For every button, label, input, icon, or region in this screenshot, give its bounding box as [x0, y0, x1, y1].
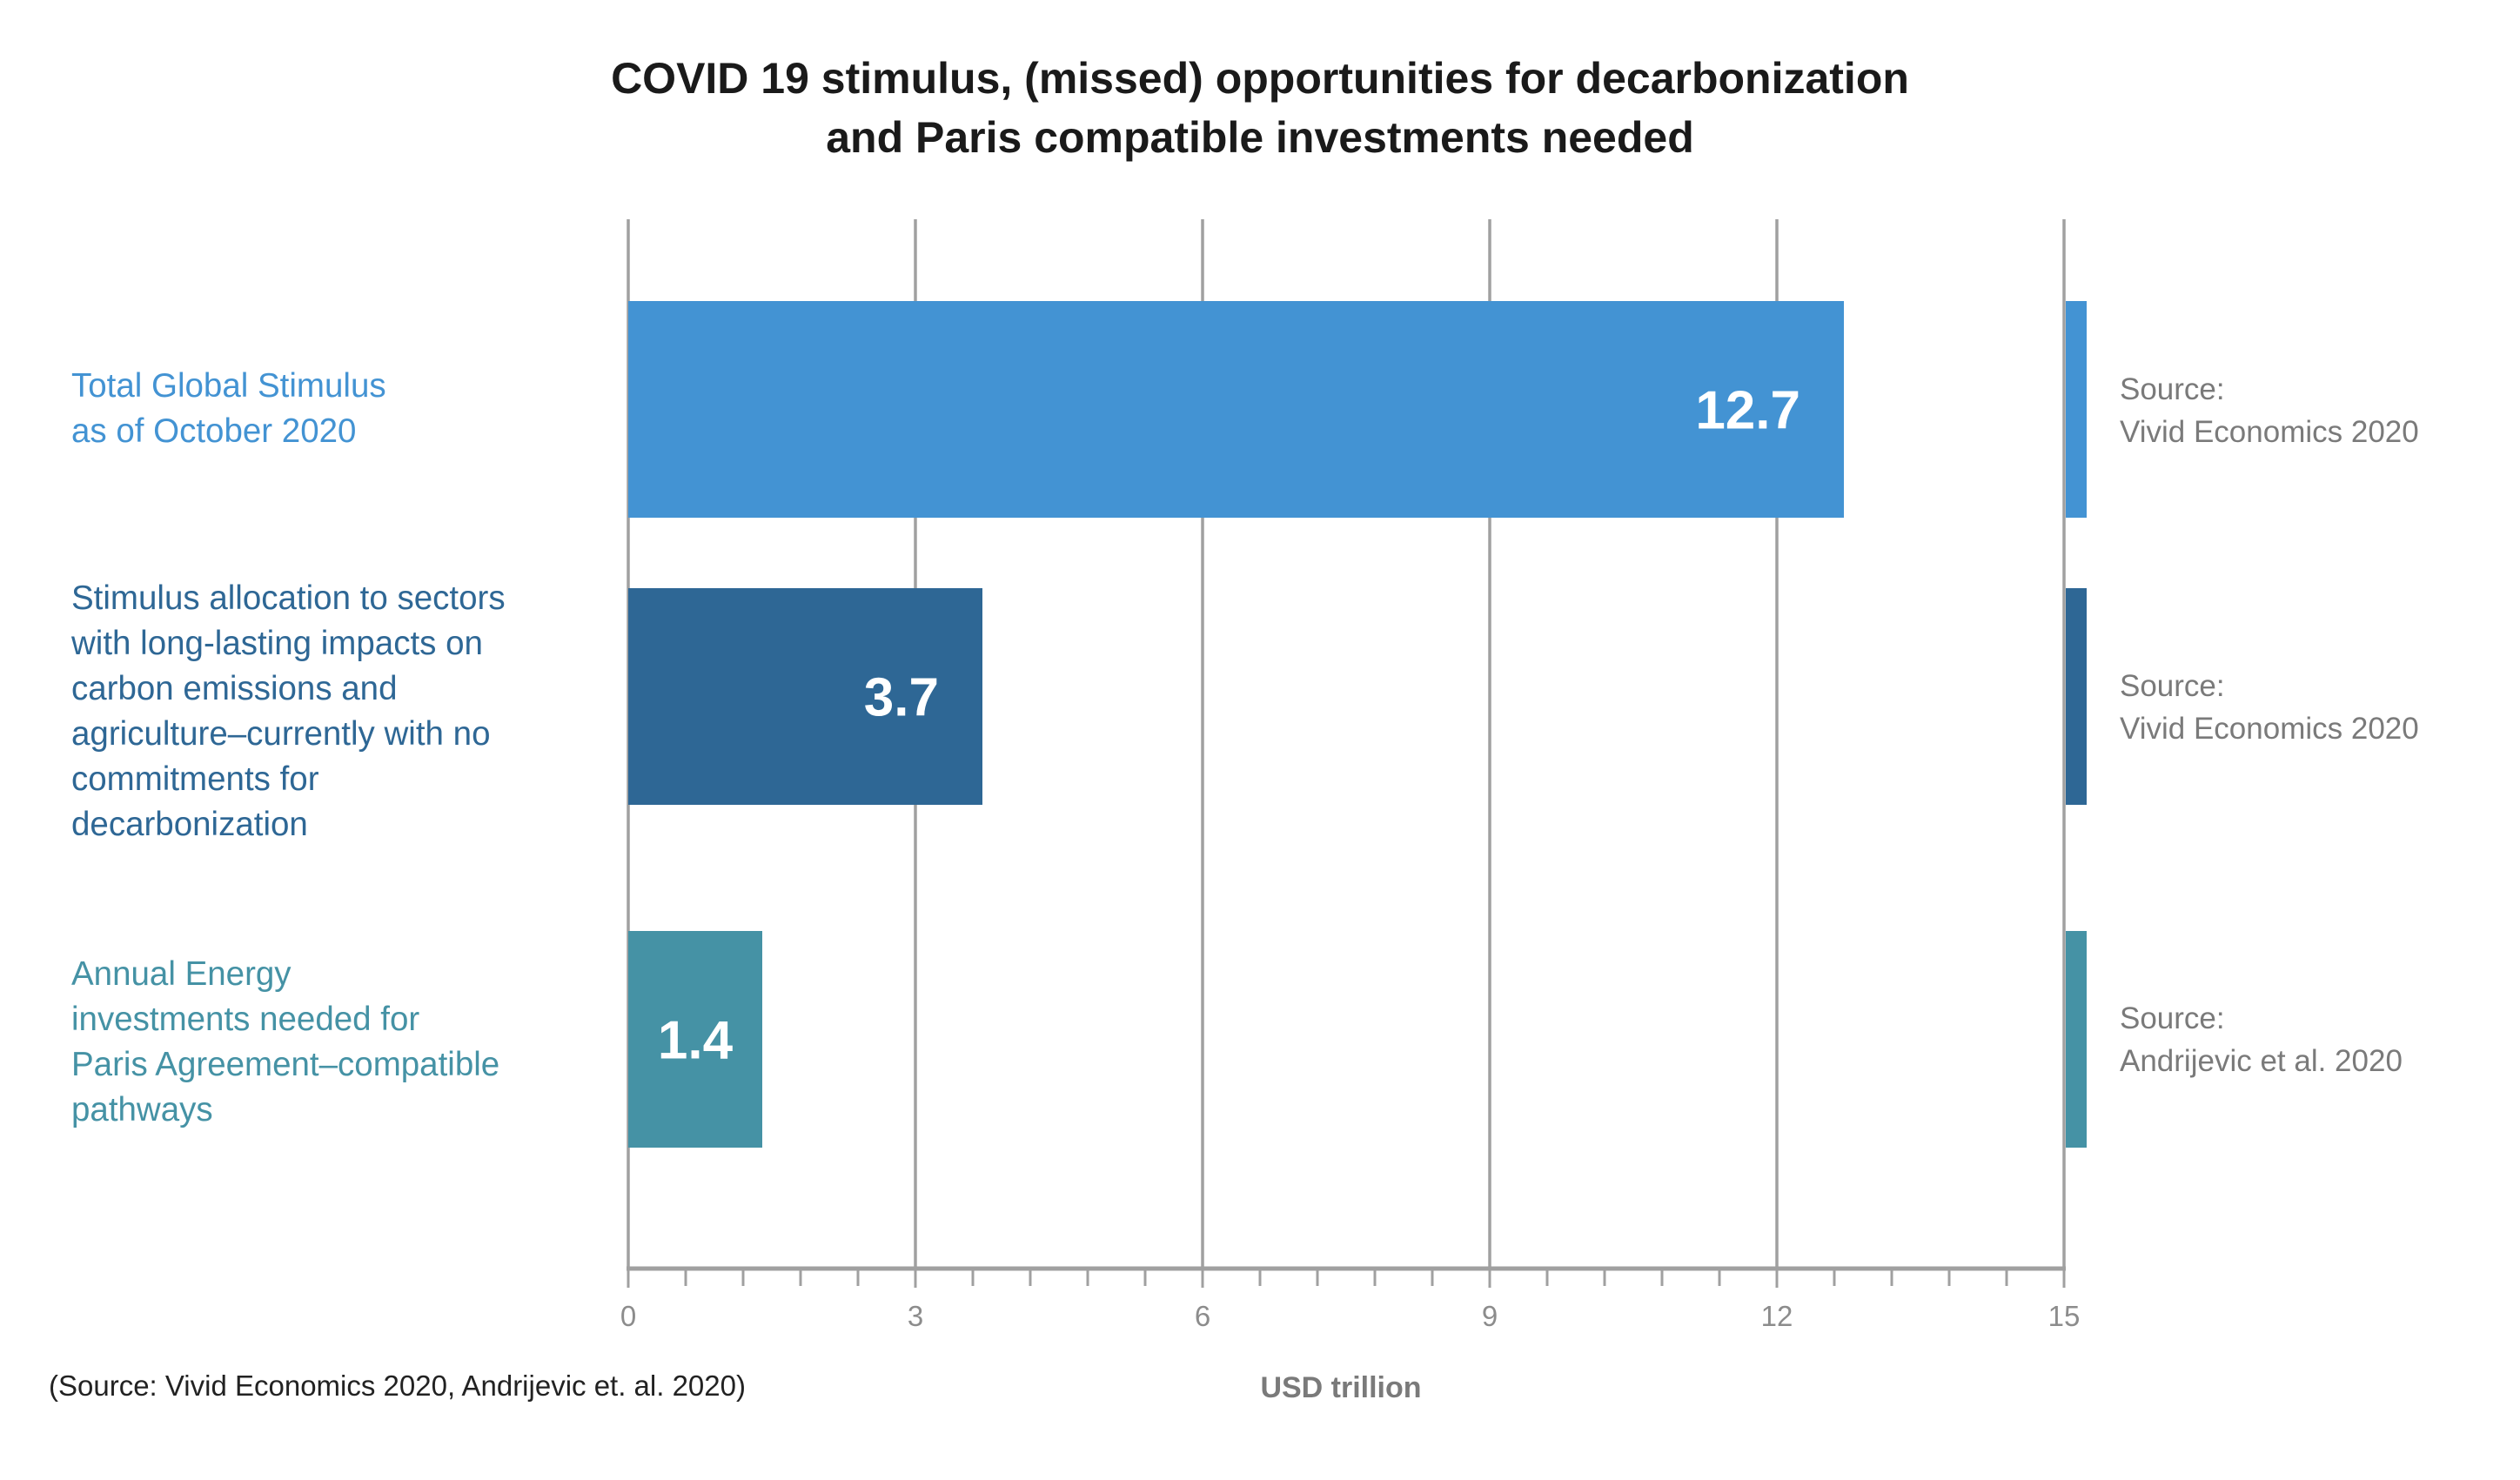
x-tick-label-12: 12 [1761, 1300, 1793, 1332]
source-label-1-line-1: Vivid Economics 2020 [2120, 712, 2419, 746]
x-tick-label-15: 15 [2048, 1300, 2081, 1332]
category-label-1-line-4: commitments for [71, 760, 319, 798]
source-label-0-line-1: Vivid Economics 2020 [2120, 415, 2419, 449]
source-label-2-line-0: Source: [2120, 1001, 2225, 1035]
chart-title: COVID 19 stimulus, (missed) opportunitie… [0, 49, 2520, 167]
bar-2 [628, 931, 762, 1148]
category-label-2-line-3: pathways [71, 1091, 213, 1128]
bar-value-label-1: 3.7 [864, 668, 939, 728]
source-markers [2066, 301, 2087, 1148]
category-label-0-line-0: Total Global Stimulus [71, 367, 386, 405]
source-label-1: Source: Vivid Economics 2020 [2120, 665, 2503, 750]
category-label-1-line-3: agriculture–currently with no [71, 715, 491, 753]
footnote: (Source: Vivid Economics 2020, Andrijevi… [49, 1370, 746, 1402]
source-marker-2 [2066, 931, 2087, 1148]
category-label-0-line-1: as of October 2020 [71, 412, 357, 450]
category-label-1-line-2: carbon emissions and [71, 670, 398, 707]
x-tick-label-6: 6 [1195, 1300, 1210, 1332]
source-marker-1 [2066, 588, 2087, 805]
x-axis-title: USD trillion [1260, 1371, 1421, 1404]
bar-0 [628, 301, 1844, 518]
x-tick-label-3: 3 [908, 1300, 923, 1332]
bars: 12.7 3.7 1.4 [628, 301, 1844, 1148]
category-label-1-line-1: with long-lasting impacts on [71, 625, 483, 662]
source-label-1-line-0: Source: [2120, 669, 2225, 703]
source-label-0: Source: Vivid Economics 2020 [2120, 368, 2503, 453]
x-tick-label-9: 9 [1482, 1300, 1498, 1332]
bar-value-label-0: 12.7 [1695, 381, 1800, 441]
chart-title-line-2: and Paris compatible investments needed [826, 113, 1694, 162]
bar-1 [628, 588, 982, 805]
bar-value-label-2: 1.4 [658, 1011, 734, 1071]
x-tick-label-0: 0 [620, 1300, 636, 1332]
source-marker-0 [2066, 301, 2087, 518]
source-label-2-line-1: Andrijevic et al. 2020 [2120, 1044, 2403, 1078]
category-label-1-line-5: decarbonization [71, 806, 308, 843]
category-label-2-line-2: Paris Agreement–compatible [71, 1046, 500, 1083]
category-label-1-line-0: Stimulus allocation to sectors [71, 579, 506, 617]
category-label-2-line-1: investments needed for [71, 1001, 420, 1038]
chart-title-line-1: COVID 19 stimulus, (missed) opportunitie… [611, 54, 1909, 103]
category-label-2: Annual Energy investments needed for Paris… [71, 952, 593, 1133]
x-axis: 0 3 6 9 12 15 [620, 1266, 2081, 1332]
category-label-2-line-0: Annual Energy [71, 955, 292, 993]
source-label-2: Source: Andrijevic et al. 2020 [2120, 997, 2503, 1082]
category-label-1: Stimulus allocation to sectors with long-… [71, 576, 593, 847]
category-label-0: Total Global Stimulus as of October 2020 [71, 364, 593, 454]
source-label-0-line-0: Source: [2120, 372, 2225, 406]
